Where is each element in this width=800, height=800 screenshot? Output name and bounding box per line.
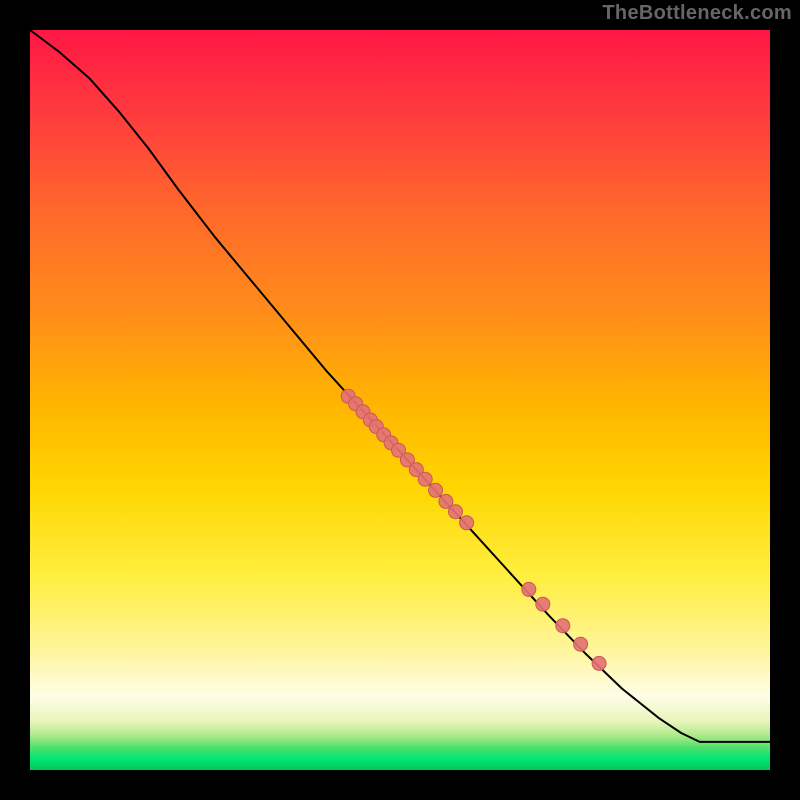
gradient-background [30,30,770,770]
chart-svg [30,30,770,770]
data-point [592,656,606,670]
data-point [574,637,588,651]
data-point [556,619,570,633]
data-point [449,505,463,519]
data-point [460,516,474,530]
data-point [418,472,432,486]
watermark-label: TheBottleneck.com [602,2,792,25]
figure-canvas: TheBottleneck.com [0,0,800,800]
data-point [522,582,536,596]
chart-plot-area [30,30,770,770]
data-point [536,597,550,611]
data-point [429,483,443,497]
